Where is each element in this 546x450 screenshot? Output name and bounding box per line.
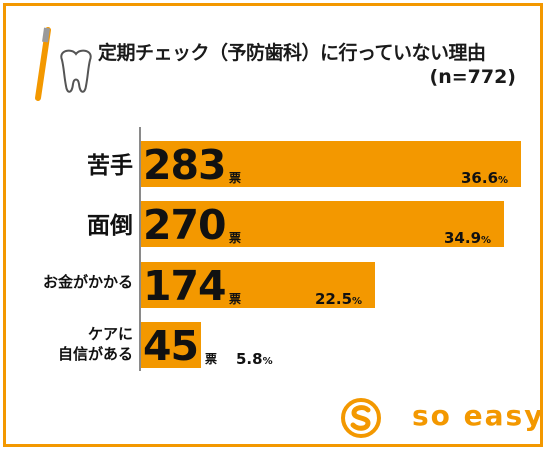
unit-label-1: 票: [229, 231, 242, 245]
category-label-3: ケアに 自信がある: [57, 325, 133, 364]
percent-label-2: 22.5%: [315, 290, 363, 308]
value-label-1: 270: [143, 201, 227, 249]
percent-label-3: 5.8%: [236, 350, 273, 368]
percent-label-0: 36.6%: [461, 169, 509, 187]
so-easy-logo-icon: [341, 398, 381, 438]
percent-label-1: 34.9%: [444, 229, 492, 247]
value-label-0: 283: [143, 141, 227, 189]
bar-2: [141, 262, 375, 308]
category-label-1: 面倒: [87, 213, 133, 239]
so-easy-logo-text: so easy: [412, 399, 545, 432]
value-label-3: 45: [143, 322, 199, 370]
category-label-0: 苦手: [87, 153, 133, 179]
unit-label-3: 票: [205, 352, 218, 366]
bar-3: [141, 322, 201, 368]
toothbrush-tooth-icon: [35, 27, 92, 101]
category-label-2: お金がかかる: [42, 273, 133, 291]
chart-subtitle: (n=772): [429, 66, 516, 88]
unit-label-2: 票: [229, 292, 242, 306]
bar-1: [141, 201, 504, 247]
category-axis-line: [139, 127, 141, 371]
bar-0: [141, 141, 521, 187]
value-label-2: 174: [143, 262, 227, 310]
chart-title: 定期チェック（予防歯科）に行っていない理由: [98, 42, 486, 64]
unit-label-0: 票: [229, 171, 242, 185]
